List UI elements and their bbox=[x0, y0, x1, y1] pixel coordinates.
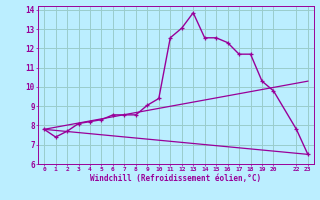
X-axis label: Windchill (Refroidissement éolien,°C): Windchill (Refroidissement éolien,°C) bbox=[91, 174, 261, 183]
